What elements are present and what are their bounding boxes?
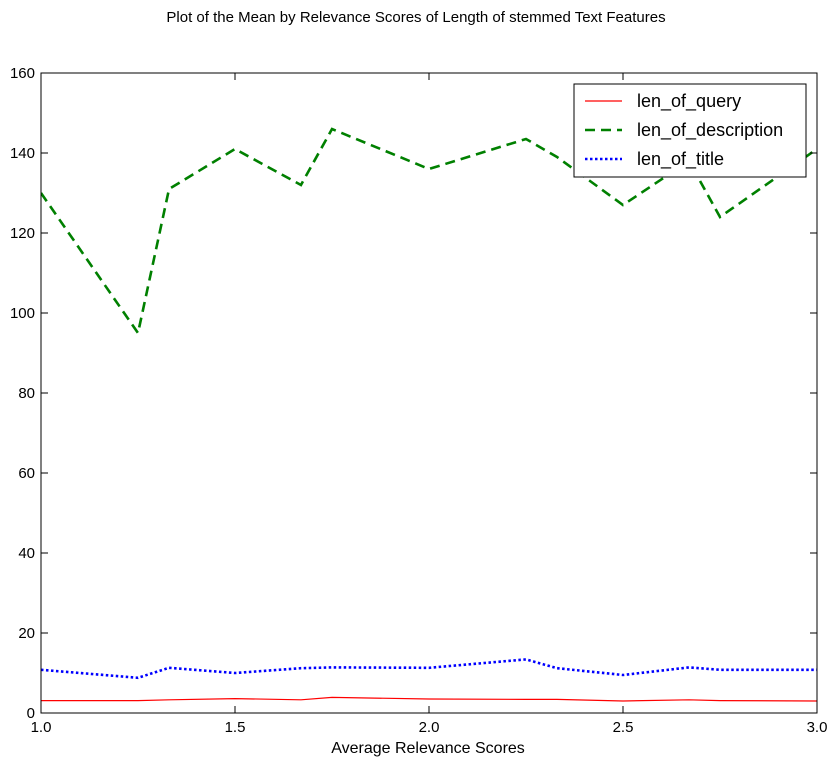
legend-label-len-of-description: len_of_description: [637, 120, 783, 141]
x-axis-label: Average Relevance Scores: [331, 740, 525, 757]
series-line-len-of-query: [41, 696, 817, 702]
legend-label-len-of-query: len_of_query: [637, 91, 741, 112]
y-tick-label: 160: [10, 65, 35, 82]
y-tick-label: 120: [10, 225, 35, 242]
series-layer: [41, 127, 817, 702]
x-tick-label: 3.0: [807, 719, 828, 736]
y-tick-label: 100: [10, 305, 35, 322]
chart-title: Plot of the Mean by Relevance Scores of …: [166, 9, 665, 26]
y-tick-label: 0: [27, 705, 35, 722]
series-line-len-of-title: [41, 658, 817, 680]
y-tick-label: 20: [18, 625, 35, 642]
y-tick-label: 40: [18, 545, 35, 562]
legend-label-len-of-title: len_of_title: [637, 149, 724, 170]
x-tick-label: 1.0: [31, 719, 52, 736]
y-tick-label: 80: [18, 385, 35, 402]
x-tick-label: 1.5: [225, 719, 246, 736]
legend-box: [573, 83, 807, 178]
x-tick-label: 2.0: [419, 719, 440, 736]
y-tick-label: 140: [10, 145, 35, 162]
y-tick-label: 60: [18, 465, 35, 482]
ticks-layer: 1.0 1.5 2.0 2.5 3.0 0 20 40 60 80 100 120 140 160: [10, 65, 827, 736]
x-tick-label: 2.5: [613, 719, 634, 736]
legend: len_of_query len_of_description len_of_tit…: [573, 83, 807, 178]
